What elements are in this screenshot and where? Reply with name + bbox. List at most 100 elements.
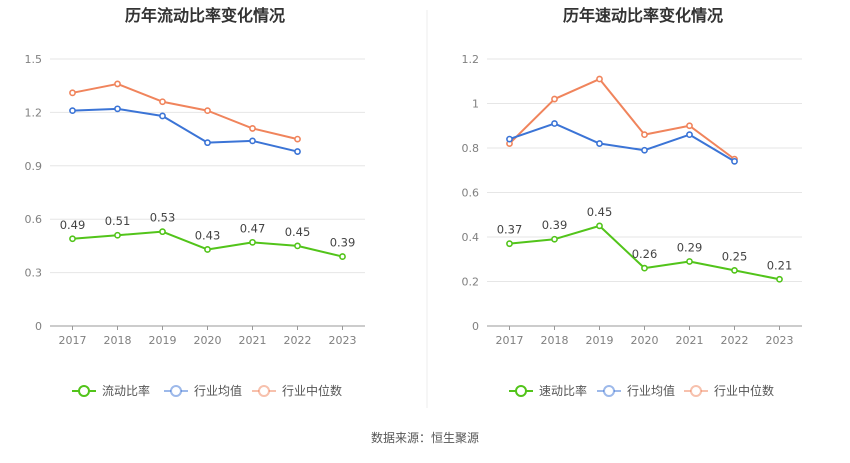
data-point[interactable] <box>114 105 121 113</box>
primary-series: 0.49 0.51 0.53 0.43 0.47 0.45 0.39 <box>60 211 356 260</box>
data-point[interactable] <box>204 107 211 115</box>
data-point[interactable] <box>641 131 648 139</box>
x-tick-label: 2021 <box>239 334 267 347</box>
legend-label: 速动比率 <box>539 383 587 398</box>
x-tick-label: 2019 <box>149 334 177 347</box>
x-tick-label: 2021 <box>676 334 704 347</box>
data-label: 0.25 <box>722 249 748 263</box>
data-point[interactable] <box>506 135 513 143</box>
quick-ratio-chart: 历年速动比率变化情况 0 0.2 0.4 0.6 0.8 1 1.2 2017 2018 2019 2… <box>462 6 802 398</box>
data-point[interactable] <box>596 140 603 147</box>
data-label: 0.21 <box>767 258 793 272</box>
y-tick-label: 1.2 <box>25 106 43 119</box>
legend-marker <box>78 385 90 397</box>
data-label: 0.53 <box>150 211 176 225</box>
series-line <box>72 107 298 153</box>
data-point[interactable] <box>294 135 301 143</box>
data-point[interactable] <box>249 238 256 246</box>
y-tick-label: 0.3 <box>25 267 43 280</box>
data-point[interactable] <box>249 137 256 145</box>
y-tick-label: 0 <box>472 320 479 333</box>
data-label: 0.39 <box>542 218 568 232</box>
data-point[interactable] <box>159 98 166 106</box>
data-label: 0.26 <box>632 247 658 261</box>
primary-series: 0.37 0.39 0.45 0.26 0.29 0.25 0.21 <box>497 205 793 283</box>
x-tick-label: 2018 <box>541 334 569 347</box>
industry-mean-series <box>69 105 301 155</box>
chart-title: 历年速动比率变化情况 <box>563 6 723 25</box>
legend-item-industry-median-series[interactable]: 行业中位数 <box>684 383 774 398</box>
y-tick-label: 1.5 <box>25 53 43 66</box>
legend-label: 流动比率 <box>102 383 150 398</box>
data-point[interactable] <box>114 231 121 239</box>
legend-item-industry-mean-series[interactable]: 行业均值 <box>164 383 242 398</box>
data-point[interactable] <box>641 264 648 272</box>
data-point[interactable] <box>339 253 346 260</box>
data-label: 0.51 <box>105 214 131 228</box>
y-tick-label: 0.8 <box>462 142 480 155</box>
data-point[interactable] <box>731 157 738 165</box>
industry-median-series <box>69 80 301 143</box>
y-tick-label: 1 <box>472 98 479 111</box>
data-point[interactable] <box>69 89 76 97</box>
data-point[interactable] <box>159 228 166 236</box>
legend-marker <box>170 385 182 397</box>
data-point[interactable] <box>551 120 558 127</box>
x-tick-label: 2023 <box>766 334 794 347</box>
data-source-note: 数据来源：恒生聚源 <box>371 430 479 445</box>
data-point[interactable] <box>69 235 76 243</box>
data-label: 0.43 <box>195 228 221 242</box>
data-point[interactable] <box>596 75 603 83</box>
y-tick-label: 0.6 <box>462 187 480 200</box>
y-tick-label: 0.9 <box>25 160 43 173</box>
legend-marker <box>690 385 702 397</box>
data-point[interactable] <box>731 266 738 274</box>
x-tick-label: 2017 <box>59 334 87 347</box>
x-tick-label: 2023 <box>329 334 357 347</box>
current-ratio-chart: 历年流动比率变化情况 0 0.3 0.6 0.9 1.2 1.5 2017 2018 2019 20… <box>25 6 365 398</box>
legend-item-industry-median-series[interactable]: 行业中位数 <box>252 383 342 398</box>
y-tick-label: 0.6 <box>25 213 43 226</box>
x-tick-label: 2019 <box>586 334 614 347</box>
legend-marker <box>515 385 527 397</box>
data-point[interactable] <box>596 222 603 230</box>
legend-label: 行业均值 <box>627 383 675 398</box>
data-point[interactable] <box>69 107 76 115</box>
data-point[interactable] <box>686 258 693 265</box>
y-tick-label: 0.2 <box>462 276 480 289</box>
x-tick-label: 2020 <box>194 334 222 347</box>
data-point[interactable] <box>506 240 513 248</box>
data-point[interactable] <box>551 95 558 103</box>
legend-item-primary-series[interactable]: 流动比率 <box>72 383 150 398</box>
data-point[interactable] <box>776 275 783 283</box>
x-tick-label: 2018 <box>104 334 132 347</box>
chart-title: 历年流动比率变化情况 <box>125 6 285 25</box>
data-label: 0.29 <box>677 240 703 254</box>
data-label: 0.39 <box>330 236 356 250</box>
series-line <box>72 82 298 141</box>
x-tick-label: 2017 <box>496 334 524 347</box>
data-point[interactable] <box>159 112 166 120</box>
data-label: 0.37 <box>497 223 523 237</box>
data-point[interactable] <box>249 125 256 132</box>
legend-label: 行业中位数 <box>282 383 342 398</box>
data-point[interactable] <box>686 131 693 139</box>
data-point[interactable] <box>641 146 648 154</box>
data-point[interactable] <box>114 80 121 88</box>
data-point[interactable] <box>294 242 301 250</box>
data-point[interactable] <box>294 148 301 155</box>
legend-item-industry-mean-series[interactable]: 行业均值 <box>597 383 675 398</box>
data-label: 0.47 <box>240 221 266 235</box>
y-tick-label: 0 <box>35 320 42 333</box>
data-point[interactable] <box>686 122 693 130</box>
data-point[interactable] <box>551 235 558 243</box>
y-tick-label: 0.4 <box>462 231 480 244</box>
data-point[interactable] <box>204 139 211 147</box>
legend-marker <box>258 385 270 397</box>
data-point[interactable] <box>204 246 211 253</box>
legend-item-primary-series[interactable]: 速动比率 <box>509 383 587 398</box>
industry-mean-series <box>506 120 738 165</box>
industry-median-series <box>506 75 738 163</box>
x-tick-label: 2022 <box>284 334 312 347</box>
